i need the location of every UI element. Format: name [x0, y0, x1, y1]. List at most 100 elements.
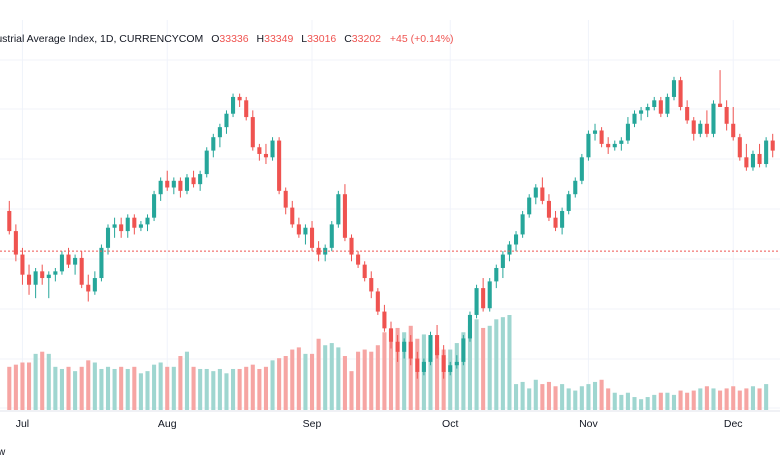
change-value: +45 (+0.14%) — [389, 33, 454, 45]
volume-bar — [514, 384, 519, 410]
candle — [527, 194, 532, 218]
high-key: H — [256, 33, 265, 45]
volume-bar — [467, 325, 473, 410]
high-value: 33349 — [264, 33, 294, 45]
candle — [461, 335, 466, 366]
candle — [750, 150, 756, 171]
candle-body — [408, 341, 413, 359]
candle-body — [520, 214, 525, 235]
candle — [481, 278, 486, 312]
candle — [540, 177, 545, 205]
volume-bar — [685, 392, 690, 410]
candle — [586, 130, 591, 161]
candle — [342, 184, 347, 242]
candle — [178, 177, 183, 198]
candle-body — [744, 157, 749, 168]
candle-body — [388, 328, 394, 342]
volume-bar — [428, 340, 433, 410]
candle — [7, 200, 12, 235]
candle — [665, 93, 670, 118]
candle — [711, 100, 716, 138]
candle — [388, 321, 394, 349]
candle-body — [171, 180, 176, 188]
candlesticks — [7, 70, 775, 379]
candle-body — [119, 224, 124, 232]
volume-bar — [73, 371, 78, 410]
candle — [658, 96, 663, 118]
candle — [402, 338, 407, 359]
candle — [244, 96, 249, 121]
candle — [33, 267, 38, 299]
candle — [520, 210, 525, 238]
candle-body — [303, 227, 308, 235]
candle — [448, 361, 453, 376]
candle — [553, 210, 558, 232]
volume-bar — [356, 351, 361, 410]
candle-body — [46, 274, 51, 279]
candle — [487, 278, 492, 312]
volume-bar — [145, 371, 150, 410]
candle — [99, 244, 104, 282]
candle-body — [415, 358, 420, 372]
volume-bar — [165, 366, 170, 410]
volume-bar — [402, 332, 407, 410]
volume-bar — [184, 351, 190, 410]
candle — [46, 271, 51, 299]
candle-body — [73, 257, 78, 265]
volume-bar — [342, 356, 347, 410]
volume-bar — [283, 356, 288, 410]
candle — [119, 217, 124, 238]
candle — [86, 274, 91, 302]
volume-bar — [244, 366, 249, 410]
candle-body — [290, 207, 295, 225]
x-tick-label: Oct — [442, 418, 458, 430]
candle — [764, 137, 769, 168]
volume-bar — [79, 366, 84, 410]
candle — [566, 190, 571, 215]
candle-body — [500, 254, 505, 268]
candle-body — [671, 80, 677, 97]
volume-bar — [329, 343, 334, 410]
candle — [198, 170, 203, 191]
candle — [691, 117, 696, 141]
candle — [514, 231, 519, 252]
candle-body — [296, 224, 301, 235]
candle — [290, 200, 295, 228]
volume-bar — [296, 347, 301, 410]
candle-body — [204, 150, 209, 175]
candle-body — [40, 271, 45, 279]
candle-body — [573, 180, 578, 195]
candle-body — [454, 361, 459, 366]
candle-body — [540, 187, 545, 201]
volume-bar — [369, 351, 374, 410]
candle-body — [487, 281, 492, 309]
candle-body — [362, 264, 367, 279]
volume-bar — [349, 371, 354, 410]
candle-body — [579, 157, 584, 181]
candle-body — [698, 123, 703, 134]
candle — [329, 221, 334, 252]
candle — [336, 190, 341, 228]
candle — [105, 224, 111, 255]
candle-body — [237, 96, 242, 101]
volume-bar — [678, 390, 683, 410]
candle-body — [514, 234, 519, 245]
candle-body — [395, 341, 400, 352]
candle — [13, 224, 18, 262]
candle — [369, 271, 374, 299]
candle — [231, 93, 236, 118]
volume-bar — [606, 388, 611, 410]
candle-body — [145, 217, 150, 225]
candle — [191, 170, 196, 188]
candle — [428, 331, 433, 366]
volume-bar — [362, 349, 367, 410]
volume-bar — [520, 381, 525, 410]
candle — [698, 120, 703, 138]
volume-bar — [99, 368, 104, 410]
volume-bar — [566, 388, 571, 410]
candle-body — [244, 100, 249, 118]
candle — [704, 110, 709, 138]
candle — [592, 123, 598, 141]
candle — [619, 137, 624, 151]
